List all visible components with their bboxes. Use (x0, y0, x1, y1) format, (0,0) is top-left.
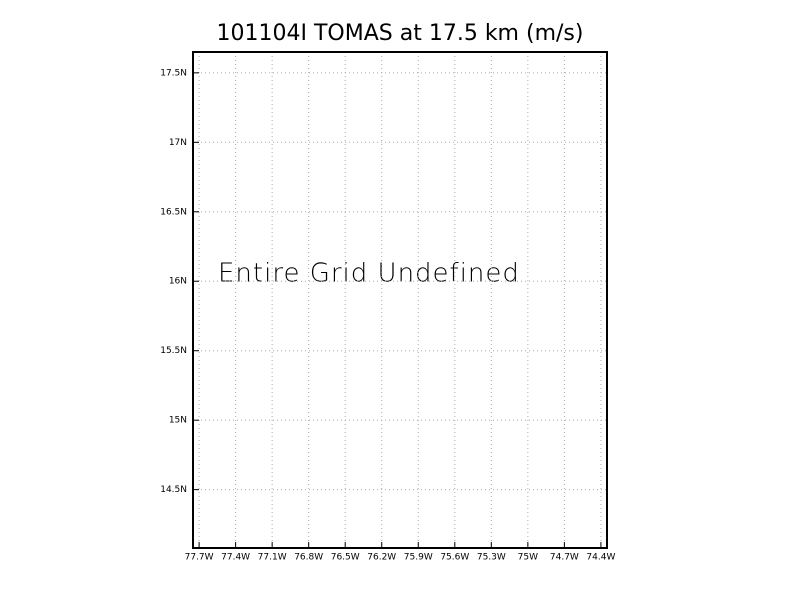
x-tick-label: 77.1W (258, 553, 287, 563)
x-tick-label: 76.2W (367, 553, 396, 563)
x-tick-label: 74.4W (586, 553, 615, 563)
chart-title: 101104I TOMAS at 17.5 km (m/s) (217, 21, 584, 46)
x-tick-label: 77.4W (221, 553, 250, 563)
y-tick-label: 14.5N (160, 485, 187, 495)
plot-frame (192, 51, 608, 549)
x-tick-label: 75.9W (404, 553, 433, 563)
x-tick-label: 76.8W (294, 553, 323, 563)
y-tick-label: 17N (169, 138, 187, 148)
x-tick-label: 77.7W (185, 553, 214, 563)
y-tick-label: 15N (169, 416, 187, 426)
x-tick-label: 74.7W (550, 553, 579, 563)
x-tick-label: 76.5W (331, 553, 360, 563)
x-tick-label: 75.3W (477, 553, 506, 563)
y-tick-label: 16N (169, 277, 187, 287)
y-tick-label: 16.5N (160, 207, 187, 217)
annotation: Entire Grid Undefined (218, 259, 520, 289)
x-tick-label: 75W (518, 553, 538, 563)
y-tick-label: 15.5N (160, 346, 187, 356)
x-tick-label: 75.6W (440, 553, 469, 563)
y-tick-label: 17.5N (160, 68, 187, 78)
